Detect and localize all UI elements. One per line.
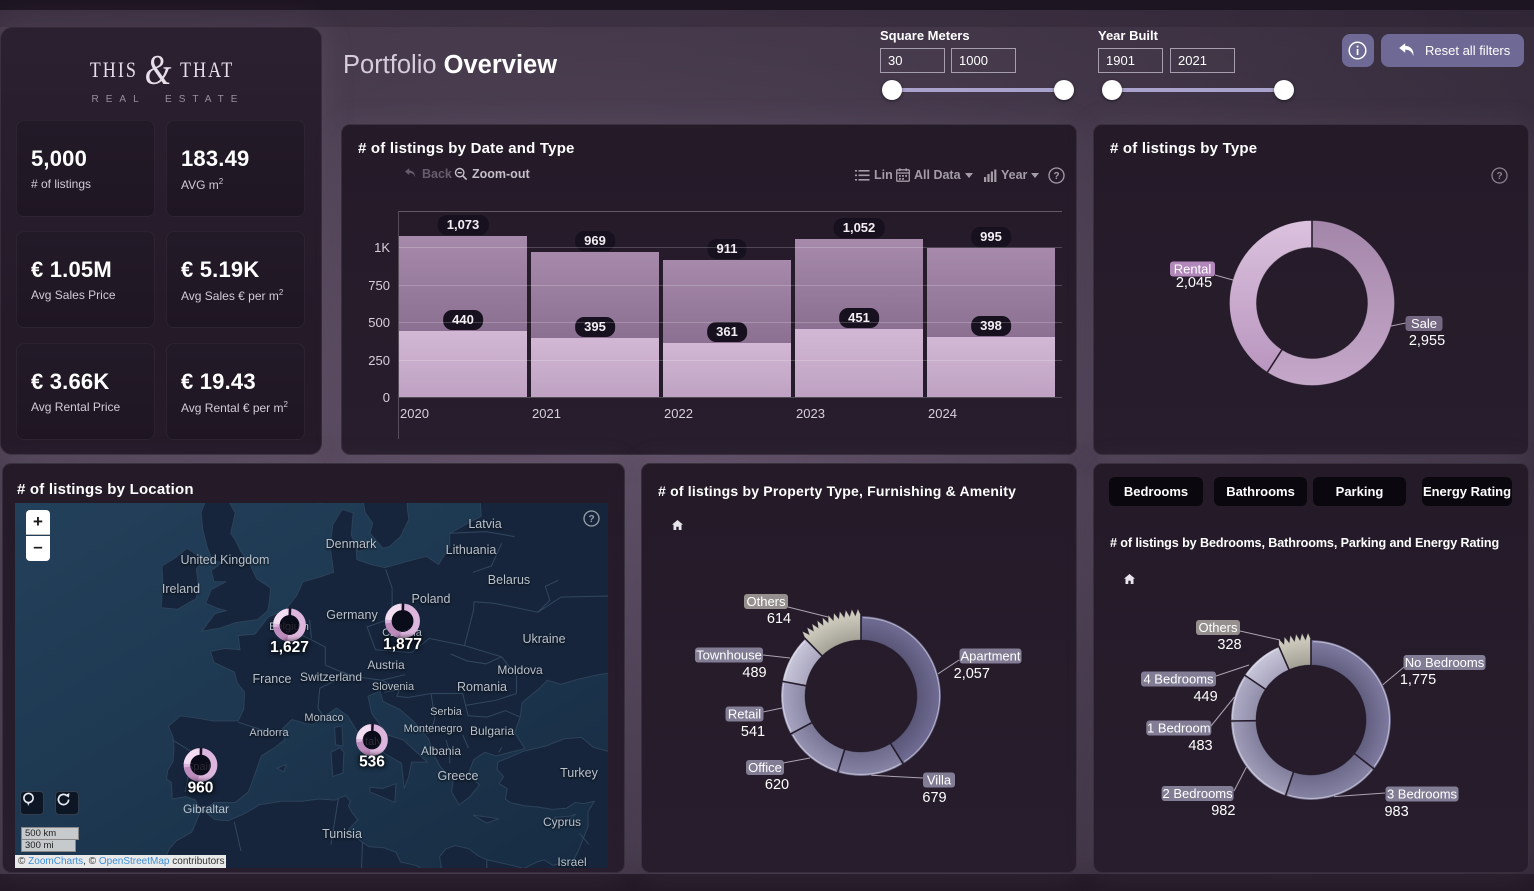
svg-text:982: 982 [1211, 803, 1235, 819]
svg-text:Switzerland: Switzerland [300, 670, 362, 684]
svg-text:Sale: Sale [1411, 316, 1437, 331]
svg-text:Albania: Albania [421, 744, 461, 758]
svg-text:1,627: 1,627 [270, 639, 309, 656]
svg-text:Rental: Rental [1174, 262, 1212, 277]
svg-text:Belarus: Belarus [488, 573, 530, 587]
svg-text:Romania: Romania [457, 680, 507, 694]
svg-text:Retail: Retail [728, 707, 761, 722]
svg-text:Greece: Greece [438, 769, 479, 783]
svg-text:541: 541 [741, 724, 765, 740]
svg-text:Others: Others [1198, 620, 1238, 635]
svg-text:Others: Others [746, 594, 786, 609]
svg-text:449: 449 [1193, 689, 1217, 705]
svg-text:Cyprus: Cyprus [543, 815, 581, 829]
svg-text:Lithuania: Lithuania [446, 543, 497, 557]
svg-text:Poland: Poland [412, 592, 451, 606]
svg-text:Turkey: Turkey [560, 766, 598, 780]
svg-text:Apartment: Apartment [961, 649, 1021, 664]
svg-text:2,045: 2,045 [1176, 275, 1212, 291]
svg-text:489: 489 [742, 665, 766, 681]
svg-text:Montenegro: Montenegro [404, 723, 463, 735]
svg-text:620: 620 [765, 777, 789, 793]
svg-text:Ukraine: Ukraine [522, 632, 565, 646]
svg-text:1,877: 1,877 [383, 636, 422, 653]
svg-text:No Bedrooms: No Bedrooms [1405, 655, 1485, 670]
svg-text:Germany: Germany [326, 608, 378, 622]
svg-text:Serbia: Serbia [430, 706, 463, 718]
svg-text:France: France [253, 672, 292, 686]
svg-text:1,775: 1,775 [1400, 672, 1436, 688]
svg-text:Moldova: Moldova [497, 663, 543, 677]
svg-text:3 Bedrooms: 3 Bedrooms [1387, 787, 1458, 802]
svg-text:679: 679 [922, 790, 946, 806]
svg-text:?: ? [1053, 171, 1059, 182]
svg-text:328: 328 [1217, 637, 1241, 653]
svg-text:983: 983 [1384, 804, 1408, 820]
svg-text:Ireland: Ireland [162, 582, 200, 596]
svg-text:536: 536 [359, 754, 385, 771]
svg-text:Andorra: Andorra [249, 727, 289, 739]
svg-text:Villa: Villa [927, 773, 952, 788]
svg-text:Office: Office [748, 760, 782, 775]
svg-text:Denmark: Denmark [326, 537, 377, 551]
svg-text:Townhouse: Townhouse [696, 648, 762, 663]
svg-text:Latvia: Latvia [468, 517, 501, 531]
svg-text:Slovenia: Slovenia [372, 681, 415, 693]
svg-text:483: 483 [1188, 738, 1212, 754]
svg-text:Monaco: Monaco [304, 712, 343, 724]
svg-text:Austria: Austria [367, 658, 405, 672]
svg-text:Tunisia: Tunisia [322, 827, 362, 841]
svg-text:Gibraltar: Gibraltar [183, 802, 229, 816]
svg-text:614: 614 [767, 611, 791, 627]
svg-text:2 Bedrooms: 2 Bedrooms [1163, 786, 1234, 801]
svg-text:2,057: 2,057 [954, 666, 990, 682]
svg-text:United Kingdom: United Kingdom [181, 553, 270, 567]
svg-text:?: ? [588, 514, 594, 525]
svg-text:1 Bedroom: 1 Bedroom [1147, 721, 1211, 736]
svg-text:4 Bedrooms: 4 Bedrooms [1143, 672, 1214, 687]
svg-text:960: 960 [188, 780, 214, 797]
svg-text:Israel: Israel [557, 855, 586, 868]
svg-text:2,955: 2,955 [1409, 333, 1445, 349]
svg-text:?: ? [1496, 171, 1502, 182]
svg-text:Bulgaria: Bulgaria [470, 724, 514, 738]
